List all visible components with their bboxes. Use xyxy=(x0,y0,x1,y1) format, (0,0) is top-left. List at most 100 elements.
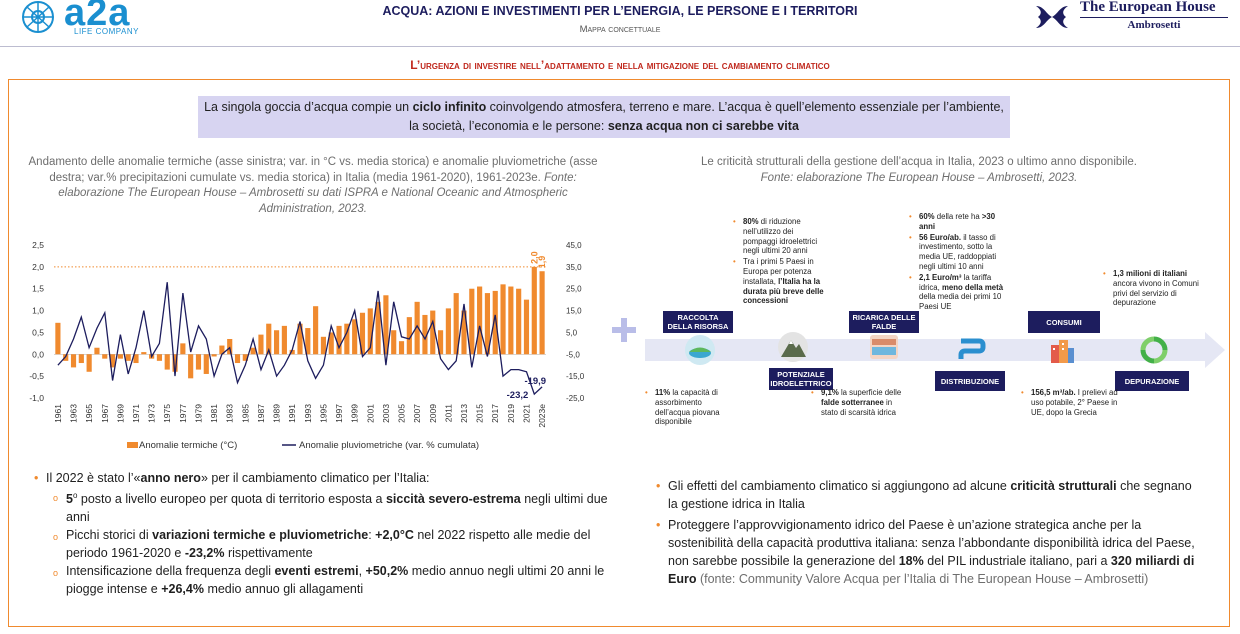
y-tick-label: -1,0 xyxy=(29,393,44,403)
x-tick-label: 1997 xyxy=(334,404,344,423)
x-tick-label: 1969 xyxy=(115,404,125,423)
temperature-bar xyxy=(406,317,412,355)
x-tick-label: 1991 xyxy=(287,404,297,423)
x-tick-label: 2023e xyxy=(537,404,547,428)
y-tick-label: 0,5 xyxy=(32,327,44,337)
y2-tick-label: 15,0 xyxy=(566,307,582,316)
x-tick-label: 2019 xyxy=(506,404,516,423)
x-tick-label: 2007 xyxy=(412,404,422,423)
note-idroelettrico: 80% di riduzione nell’utilizzo dei pompa… xyxy=(733,217,829,307)
temperature-bar xyxy=(211,354,217,357)
buildings-icon xyxy=(1047,335,1077,365)
flow-caption: Le criticità strutturali della gestione … xyxy=(654,155,1184,186)
content-frame xyxy=(8,79,1230,627)
chart-caption-source: Fonte: elaborazione The European House –… xyxy=(58,171,577,215)
bar-data-label: 2,0 xyxy=(529,251,539,264)
temperature-bar xyxy=(383,295,389,355)
sub-bullet-eventi-estremi: Intensificazione della frequenza degli e… xyxy=(34,562,614,598)
temperature-bar xyxy=(414,301,420,355)
bullet-criticita: Gli effetti del cambiamento climatico si… xyxy=(656,477,1196,513)
y-tick-label: 0,0 xyxy=(32,349,44,359)
teha-logo-line1: The European House xyxy=(1080,0,1216,15)
temperature-bar xyxy=(469,288,475,355)
temperature-bar xyxy=(164,354,170,370)
temperature-bar xyxy=(445,308,451,355)
note-depurazione: 1,3 milioni di italiani ancora vivono in… xyxy=(1103,269,1203,309)
temperature-bar xyxy=(508,286,514,355)
x-tick-label: 1989 xyxy=(272,404,282,423)
temperature-bar xyxy=(484,293,491,355)
x-tick-label: 2009 xyxy=(428,404,438,423)
legend-label-line: Anomalie pluviometriche (var. % cumulata… xyxy=(299,440,479,451)
y-tick-label: -0,5 xyxy=(29,371,44,381)
water-cycle-flow: RACCOLTA DELLA RISORSA POTENZIALE IDROEL… xyxy=(645,200,1225,470)
chart-caption: Andamento delle anomalie termiche (asse … xyxy=(28,155,598,217)
a2a-logo: a2a LIFE COMPANY xyxy=(18,0,158,42)
temperature-bar xyxy=(258,334,264,355)
y2-tick-label: 25,0 xyxy=(566,285,582,294)
y-tick-label: 2,5 xyxy=(32,240,44,250)
x-tick-label: 1967 xyxy=(100,404,110,423)
x-tick-label: 1975 xyxy=(162,404,172,423)
temperature-bar xyxy=(125,354,131,361)
line-data-label: -19,9 xyxy=(524,376,546,387)
stage-falde: RICARICA DELLE FALDE xyxy=(849,311,919,333)
note-falde: 9,1% la superficie delle falde sotterran… xyxy=(811,388,911,418)
temperature-bar xyxy=(500,284,506,355)
temperature-bar xyxy=(203,354,209,374)
temperature-bar xyxy=(70,354,77,368)
note-raccolta: 11% la capacità di assorbimento dell’acq… xyxy=(645,388,733,428)
temperature-bar xyxy=(336,325,342,355)
temperature-bar xyxy=(531,266,537,355)
mountain-icon xyxy=(778,332,808,362)
temperature-bar xyxy=(398,341,405,355)
flow-arrow-head xyxy=(1205,332,1225,368)
x-tick-label: 1987 xyxy=(256,404,266,423)
y2-tick-label: -5,0 xyxy=(566,350,580,359)
page-subtitle: Mappa concettuale xyxy=(579,24,661,35)
y-tick-label: 1,5 xyxy=(32,284,44,294)
temperature-bar xyxy=(281,325,287,355)
intro-text-1: La singola goccia d’acqua compie un xyxy=(204,100,413,114)
temperature-bar xyxy=(305,328,311,355)
y2-tick-label: 35,0 xyxy=(566,263,582,272)
temperature-bar xyxy=(266,323,272,355)
bar-data-label: 1,9 xyxy=(537,256,547,269)
intro-text-2: coinvolgendo atmosfera, terreno e mare. … xyxy=(409,100,1004,133)
temperature-bar xyxy=(78,354,84,364)
temperature-bar xyxy=(430,310,436,355)
x-tick-label: 1971 xyxy=(131,404,141,423)
a2a-logo-word: a2a xyxy=(64,0,131,34)
sub-bullet-siccita: 5o posto a livello europeo per quota di … xyxy=(34,487,614,526)
x-tick-label: 1981 xyxy=(209,404,219,423)
x-tick-label: 1961 xyxy=(53,404,63,423)
intro-box: La singola goccia d’acqua compie un cicl… xyxy=(198,96,1010,138)
temperature-bar xyxy=(437,330,444,355)
intro-bold-2: senza acqua non ci sarebbe vita xyxy=(607,119,799,133)
temperature-bar xyxy=(55,322,61,355)
legend-swatch-bars xyxy=(127,442,138,448)
temperature-bar xyxy=(109,354,116,368)
x-tick-label: 2015 xyxy=(475,404,485,423)
temperature-bar xyxy=(375,301,381,355)
left-bullets: Il 2022 è stato l’«anno nero» per il cam… xyxy=(34,469,614,598)
temperature-bar xyxy=(391,330,397,355)
temperature-bar xyxy=(141,352,147,355)
x-tick-label: 2017 xyxy=(490,404,500,423)
stage-consumi: CONSUMI xyxy=(1028,311,1100,333)
groundwater-icon xyxy=(870,335,898,359)
temperature-bar xyxy=(172,354,178,372)
temperature-bar xyxy=(297,323,303,355)
lake-icon xyxy=(685,335,715,365)
temperature-bar xyxy=(477,286,483,355)
teha-logo: The European House Ambrosetti xyxy=(1030,0,1230,34)
temperature-bar xyxy=(313,306,319,355)
legend-label-bars: Anomalie termiche (°C) xyxy=(139,440,237,451)
y2-tick-label: -15,0 xyxy=(566,372,585,381)
recycle-icon xyxy=(1139,335,1169,365)
x-tick-label: 1999 xyxy=(350,404,360,423)
right-bullets: Gli effetti del cambiamento climatico si… xyxy=(656,477,1196,588)
temperature-bar xyxy=(63,354,69,361)
temperature-bar xyxy=(94,347,100,355)
flow-caption-source: Fonte: elaborazione The European House –… xyxy=(760,171,1078,184)
